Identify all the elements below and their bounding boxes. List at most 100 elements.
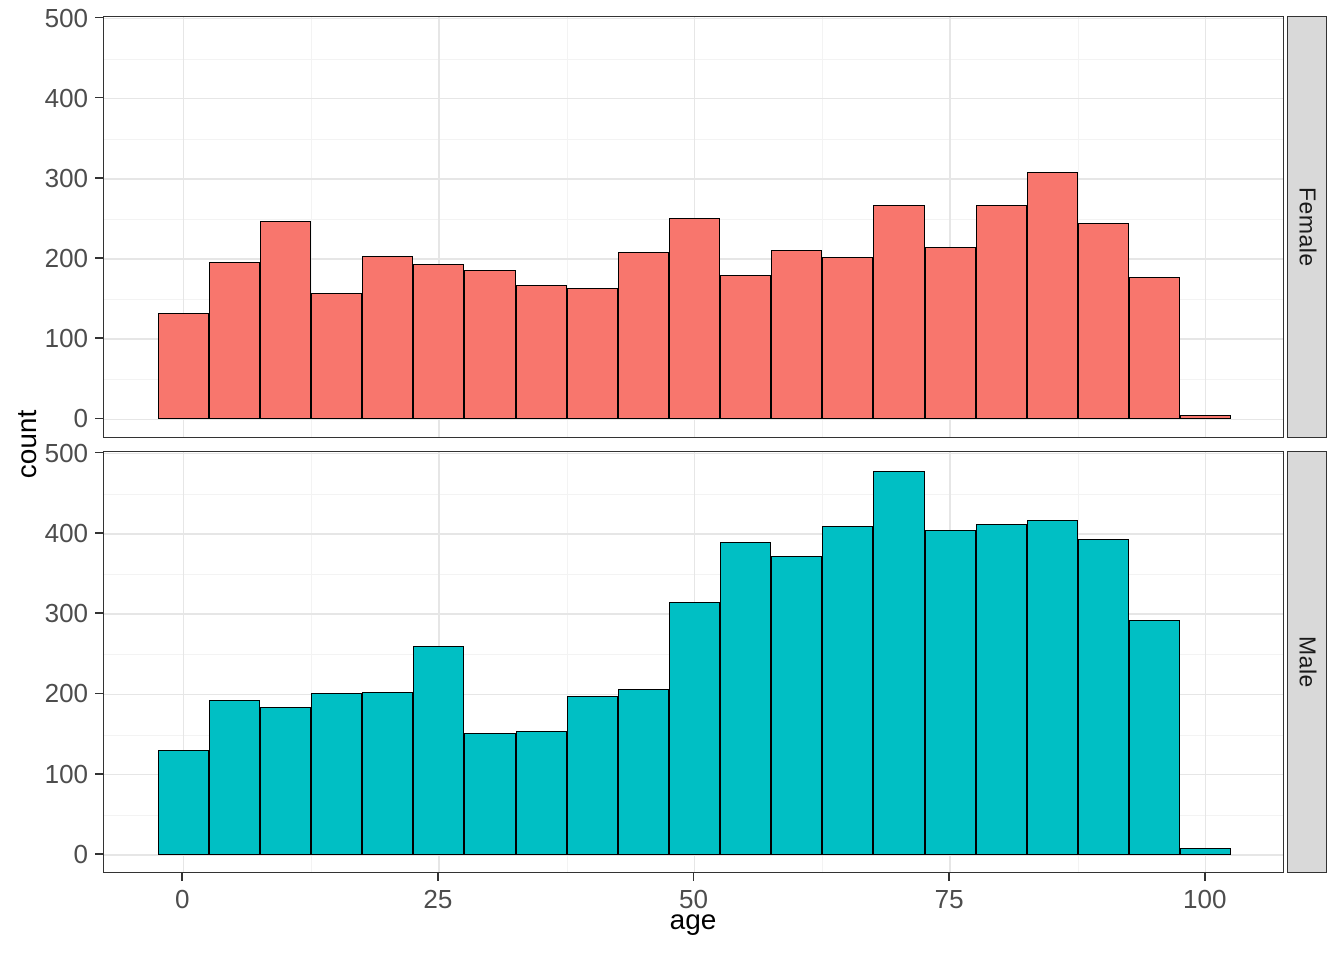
y-tick-label: 100 [44,758,88,789]
panel-plot-area [104,17,1283,437]
gridline-major [104,452,1283,455]
histogram-bar-female-95 [1129,277,1181,420]
facet-panel-male [103,451,1284,874]
histogram-bar-female-15 [311,292,363,420]
gridline-minor [311,452,313,873]
y-tick-label: 100 [44,323,88,354]
y-tick-mark [95,177,103,179]
histogram-bar-male-5 [208,700,260,856]
histogram-bar-female-5 [208,262,260,420]
y-tick-mark [95,451,103,454]
gridline-major [438,17,440,437]
x-tick-mark [948,873,950,882]
y-tick-label: 0 [73,839,88,870]
x-tick-label: 25 [423,884,453,915]
histogram-bar-male-35 [515,730,567,856]
facet-strip-female: Female [1287,16,1327,438]
y-tick-mark [95,257,103,259]
gridline-major [1205,17,1207,437]
y-tick-label: 400 [44,82,88,113]
y-tick-mark [95,417,103,420]
y-tick-label: 200 [44,678,88,709]
x-tick-mark [1204,873,1206,882]
histogram-bar-male-50 [668,602,721,856]
y-tick-label: 400 [44,517,88,548]
y-tick-label: 500 [44,437,88,468]
gridline-major [104,178,1283,180]
facet-strip-label: Female [1294,186,1321,267]
facet-panel-female [103,16,1284,438]
x-tick-label: 75 [934,884,964,915]
histogram-bar-male-45 [617,688,669,856]
panel-plot-area [104,452,1283,873]
histogram-bar-male-75 [924,529,976,856]
histogram-bar-male-20 [362,692,414,856]
histogram-bar-male-100 [1180,847,1232,856]
gridline-major [182,452,184,873]
histogram-bar-male-0 [157,749,209,856]
histogram-bar-female-90 [1077,222,1130,420]
histogram-bar-male-25 [413,646,465,856]
histogram-bar-female-65 [822,256,874,420]
x-tick-label: 50 [679,884,708,915]
gridline-major [104,418,1283,421]
y-tick-mark [95,337,103,339]
y-tick-mark [95,96,103,99]
histogram-bar-male-65 [822,525,874,856]
histogram-bar-male-10 [259,706,312,856]
gridline-major [1205,452,1207,873]
gridline-minor [566,452,568,873]
y-tick-label: 300 [44,162,88,193]
x-tick-label: 0 [175,884,190,915]
gridline-major [949,17,951,437]
facet-strip-label: Male [1294,636,1321,689]
y-tick-mark [95,773,103,775]
histogram-bar-male-30 [464,733,516,856]
histogram-bar-female-30 [464,270,516,420]
histogram-bar-female-40 [566,287,618,420]
histogram-bar-female-55 [720,275,772,420]
y-tick-mark [95,692,103,695]
histogram-bar-male-60 [771,555,823,856]
histogram-bar-male-80 [975,524,1027,856]
histogram-bar-female-80 [975,205,1027,420]
histogram-bar-male-90 [1077,539,1130,856]
x-tick-mark [692,873,695,882]
gridline-major [104,17,1283,20]
y-tick-mark [95,532,103,534]
gridline-minor [104,138,1283,140]
y-tick-label: 200 [44,243,88,273]
histogram-bar-female-100 [1180,415,1232,420]
histogram-bar-female-20 [362,255,414,420]
facet-strip-male: Male [1287,451,1327,874]
histogram-bar-male-70 [873,471,925,856]
gridline-minor [104,573,1283,575]
y-tick-label: 0 [73,403,88,434]
gridline-major [104,533,1283,535]
histogram-bar-female-50 [668,218,721,420]
gridline-major [182,17,184,437]
y-tick-label: 500 [44,2,88,33]
x-tick-label: 100 [1183,884,1227,915]
histogram-bar-male-15 [311,692,363,856]
histogram-bar-female-60 [771,250,823,420]
y-tick-label: 300 [44,598,88,629]
histogram-bar-male-95 [1129,619,1181,856]
histogram-bar-female-10 [259,220,312,420]
histogram-bar-female-45 [617,251,669,420]
histogram-bar-female-0 [157,312,209,420]
gridline-minor [566,17,568,437]
y-tick-mark [95,16,103,19]
y-tick-mark [95,612,103,614]
histogram-bar-female-85 [1026,172,1078,420]
gridline-minor [104,58,1283,60]
histogram-bar-female-75 [924,246,976,420]
histogram-bar-male-55 [720,541,772,856]
x-axis-title: age [669,904,717,935]
gridline-minor [311,17,313,437]
histogram-bar-male-85 [1026,520,1078,856]
histogram-bar-female-25 [413,263,465,420]
gridline-minor [104,493,1283,495]
gridline-major [104,97,1283,100]
